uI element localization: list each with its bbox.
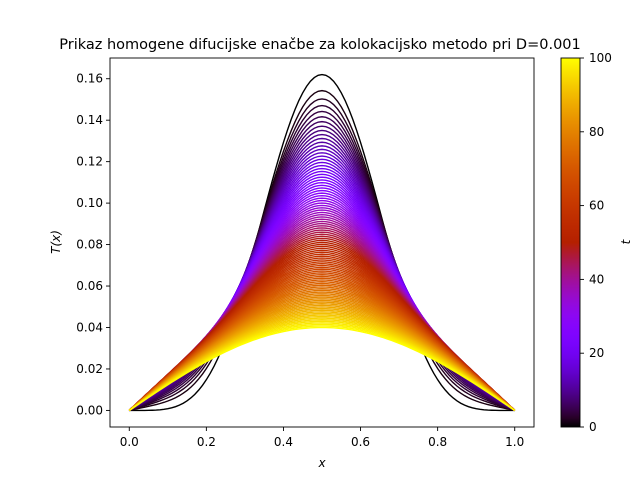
x-tick-label: 0.6	[351, 435, 370, 449]
series-line	[129, 73, 515, 412]
colorbar-tick-label: 80	[589, 125, 604, 139]
colorbar-tick-label: 0	[589, 420, 597, 434]
colorbar-tick-label: 40	[589, 272, 604, 286]
x-tick-label: 1.0	[505, 435, 524, 449]
series-line	[129, 110, 515, 412]
x-tick-label: 0.0	[120, 435, 139, 449]
series-line	[128, 257, 516, 411]
colorbar	[560, 57, 581, 428]
colorbar-tick-label: 100	[589, 51, 612, 65]
y-axis: 0.00 0.02 0.04 0.06 0.08 0.10 0.12 0.14 0.16	[76, 72, 110, 417]
series-line	[128, 259, 516, 411]
x-tick-label: 0.2	[197, 435, 216, 449]
x-tick-label: 0.8	[428, 435, 447, 449]
y-tick-label: 0.04	[76, 320, 103, 334]
y-tick-label: 0.08	[76, 238, 103, 252]
series-line	[128, 326, 516, 411]
y-tick-label: 0.14	[76, 113, 103, 127]
colorbar-label: t	[619, 238, 633, 244]
x-axis: 0.0 0.2 0.4 0.6 0.8 1.0	[120, 427, 524, 449]
series-line	[129, 89, 515, 412]
series-line	[128, 116, 516, 412]
y-axis-label: T(x)	[49, 230, 63, 254]
y-tick-label: 0.00	[76, 403, 103, 417]
series-line	[129, 104, 515, 412]
y-tick-label: 0.16	[76, 72, 103, 86]
y-tick-label: 0.12	[76, 155, 103, 169]
series-line	[129, 98, 515, 412]
chart-title: Prikaz homogene difucijske enačbe za kol…	[59, 37, 581, 53]
curves-group	[128, 73, 516, 412]
plot-frame	[109, 57, 535, 428]
y-tick-label: 0.10	[76, 196, 103, 210]
y-tick-label: 0.06	[76, 279, 103, 293]
y-tick-label: 0.02	[76, 362, 103, 376]
x-axis-label: x	[317, 456, 326, 470]
colorbar-axis: 0 20 40 60 80 100	[580, 51, 612, 434]
colorbar-tick-label: 20	[589, 346, 604, 360]
colorbar-tick-label: 60	[589, 199, 604, 213]
series-line	[128, 294, 516, 411]
x-tick-label: 0.4	[274, 435, 293, 449]
